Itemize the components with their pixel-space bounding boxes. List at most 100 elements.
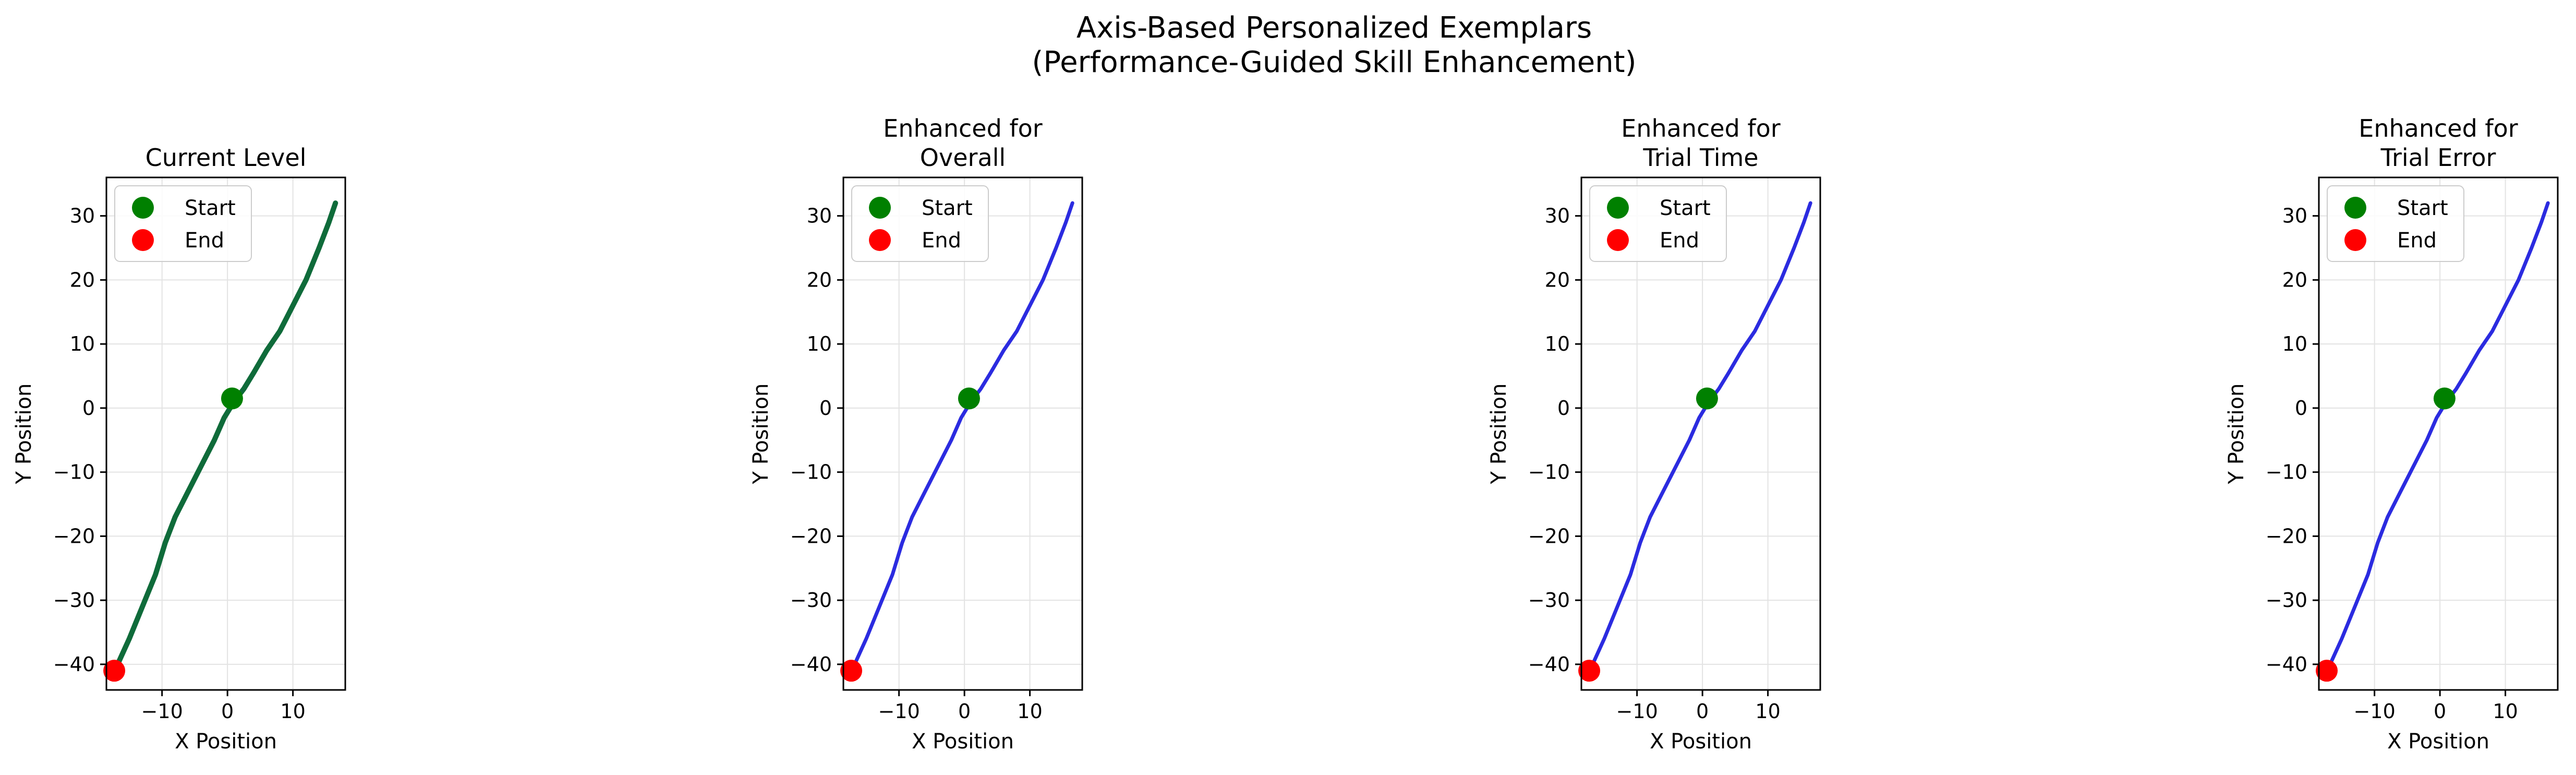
trajectory-line <box>1587 201 1812 673</box>
legend-start-marker <box>132 197 154 219</box>
y-tick-label: −30 <box>53 589 95 612</box>
y-tick-label: 30 <box>807 205 832 228</box>
panels: Current Level −10 0 10 −40 −30 −20 −10 0 10 20 30 X … <box>12 114 2559 754</box>
chart-panel-1: Current Level −10 0 10 −40 −30 −20 −10 0 10 20 30 X … <box>12 144 346 754</box>
figure-title-line1: Axis-Based Personalized Exemplars <box>1077 11 1592 45</box>
y-tick-label: 0 <box>2295 397 2307 420</box>
axes-frame <box>105 176 346 691</box>
y-tick-label: −40 <box>1528 653 1570 676</box>
y-tick-label: −20 <box>2266 524 2307 547</box>
y-axis-label: Y Position <box>1487 384 1511 485</box>
end-point-marker <box>1578 660 1601 682</box>
x-tick-label: −10 <box>2354 700 2396 723</box>
end-point-marker <box>2316 660 2338 682</box>
y-tick-label: −30 <box>1528 589 1570 612</box>
y-tick-label: −10 <box>53 461 95 484</box>
x-axis-label: X Position <box>912 730 1014 754</box>
y-tick-label: −40 <box>790 653 832 676</box>
legend-label: End <box>922 229 961 253</box>
y-axis-label: Y Position <box>12 384 36 485</box>
legend-start-marker <box>869 197 891 219</box>
legend-label: End <box>185 229 224 253</box>
y-tick-label: 30 <box>70 205 95 228</box>
panel-title: Enhanced for <box>1621 114 1780 142</box>
y-tick-label: 10 <box>1545 332 1570 355</box>
y-tick-label: −40 <box>2266 653 2307 676</box>
x-axis-label: X Position <box>1650 730 1752 754</box>
legend: Start End <box>851 185 989 262</box>
x-axis-label: X Position <box>175 730 277 754</box>
legend-start-marker <box>1607 197 1629 219</box>
panel-title: Overall <box>920 144 1006 172</box>
legend-end-marker <box>1607 229 1629 251</box>
y-tick-label: −10 <box>790 461 832 484</box>
start-point-marker <box>2433 387 2456 410</box>
y-tick-label: −10 <box>2266 461 2307 484</box>
x-tick-label: −10 <box>1616 700 1658 723</box>
axes-frame <box>1580 176 1821 691</box>
x-tick-label: 10 <box>1017 700 1042 723</box>
x-tick-label: 0 <box>1696 700 1709 723</box>
y-tick-label: −20 <box>1528 524 1570 547</box>
x-tick-label: 10 <box>280 700 305 723</box>
start-point-marker <box>958 387 980 410</box>
x-tick-label: 0 <box>958 700 971 723</box>
panel-title: Enhanced for <box>2359 114 2518 142</box>
y-tick-label: 0 <box>82 397 95 420</box>
x-tick-label: 10 <box>1755 700 1780 723</box>
y-tick-label: 10 <box>807 332 832 355</box>
y-axis-label: Y Position <box>2224 384 2248 485</box>
panel-title: Trial Time <box>1642 144 1758 172</box>
y-tick-label: 20 <box>807 268 832 291</box>
y-tick-label: −40 <box>53 653 95 676</box>
legend: Start End <box>114 185 252 262</box>
legend-label: Start <box>2397 196 2448 220</box>
legend-end-marker <box>2344 229 2366 251</box>
end-point-marker <box>103 660 126 682</box>
y-axis-label: Y Position <box>749 384 773 485</box>
figure-title-line2: (Performance-Guided Skill Enhancement) <box>1032 45 1637 79</box>
legend-end-marker <box>869 229 891 251</box>
y-tick-label: 20 <box>1545 268 1570 291</box>
x-tick-label: −10 <box>141 700 183 723</box>
y-tick-label: −10 <box>1528 461 1570 484</box>
x-axis-label: X Position <box>2387 730 2489 754</box>
y-tick-label: −20 <box>53 524 95 547</box>
y-tick-label: 10 <box>2282 332 2307 355</box>
trajectory-line <box>112 200 338 674</box>
y-tick-label: −30 <box>790 589 832 612</box>
end-point-marker <box>840 660 863 682</box>
legend-label: Start <box>922 196 973 220</box>
trajectory-line <box>849 201 1074 673</box>
y-tick-label: 0 <box>1557 397 1570 420</box>
axes-frame <box>2318 176 2559 691</box>
y-tick-label: −30 <box>2266 589 2307 612</box>
legend-label: End <box>2397 229 2437 253</box>
x-tick-label: 0 <box>2434 700 2446 723</box>
y-tick-label: 20 <box>2282 268 2307 291</box>
legend: Start End <box>2327 185 2464 262</box>
y-tick-label: 20 <box>70 268 95 291</box>
legend-label: End <box>1660 229 1699 253</box>
start-point-marker <box>1696 387 1718 410</box>
trajectory-line <box>2325 201 2550 673</box>
panel-title: Enhanced for <box>883 114 1042 142</box>
start-point-marker <box>221 387 243 410</box>
legend-start-marker <box>2344 197 2366 219</box>
x-tick-label: 10 <box>2493 700 2518 723</box>
x-tick-label: 0 <box>221 700 234 723</box>
panel-title: Current Level <box>146 144 307 172</box>
x-tick-label: −10 <box>878 700 920 723</box>
panel-title: Trial Error <box>2380 144 2496 172</box>
legend: Start End <box>1589 185 1727 262</box>
y-tick-label: 30 <box>2282 205 2307 228</box>
y-tick-label: 0 <box>819 397 832 420</box>
y-tick-label: 30 <box>1545 205 1570 228</box>
axes-frame <box>842 176 1083 691</box>
y-tick-label: 10 <box>70 332 95 355</box>
